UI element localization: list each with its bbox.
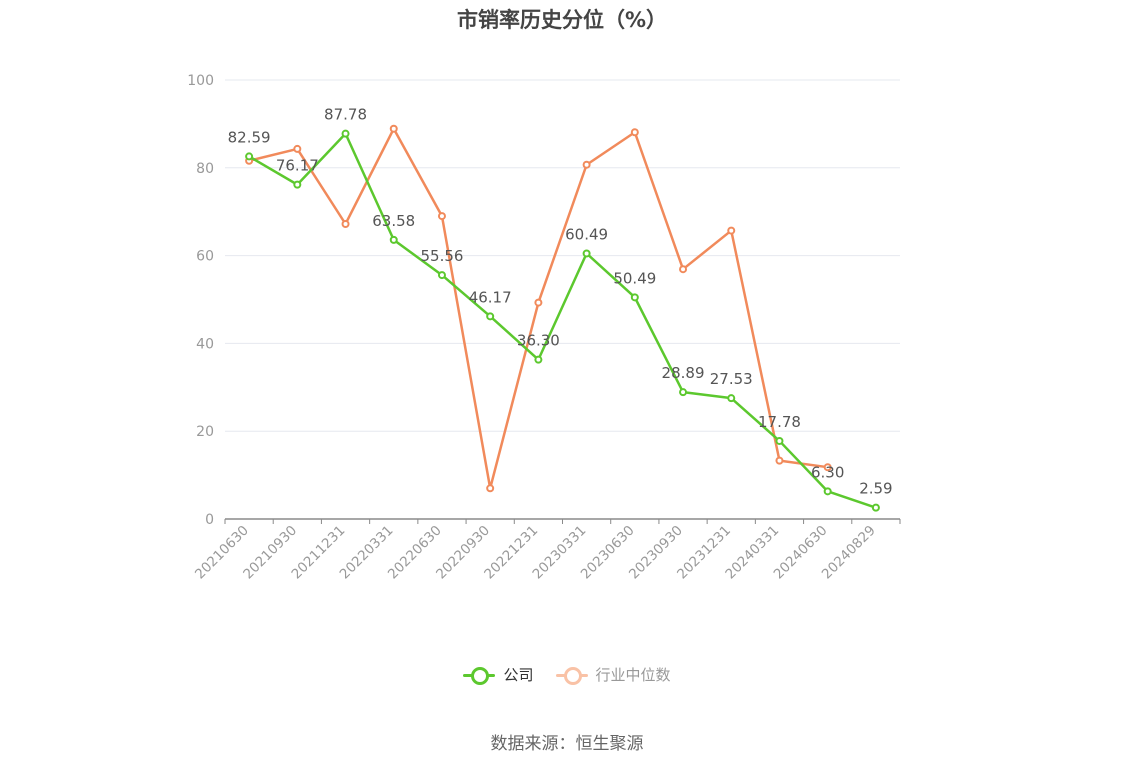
company-data-point [437, 271, 446, 280]
industry-median-data-point [679, 265, 688, 274]
industry-median-data-point [341, 219, 350, 228]
company-data-point [341, 129, 350, 138]
y-tick-label: 60 [196, 249, 214, 265]
company-data-label: 50.49 [613, 269, 656, 287]
industry-median-data-point [823, 463, 832, 472]
company-data-point [727, 394, 736, 403]
company-data-label: 6.30 [811, 463, 844, 481]
data-source-note: 数据来源：恒生聚源 [490, 734, 644, 754]
industry-median-data-point [389, 124, 398, 133]
company-data-label: 87.78 [324, 106, 367, 124]
legend-item-company[interactable]: 公司 [463, 664, 534, 685]
company-series-line [248, 132, 877, 509]
company-data-label: 60.49 [565, 225, 608, 243]
industry-median-data-point [582, 160, 591, 169]
industry-median-data-point [630, 128, 639, 137]
legend-industry-marker-icon [555, 665, 588, 685]
legend-item-industry-median[interactable]: 行业中位数 [555, 664, 671, 685]
legend-company-label: 公司 [503, 666, 534, 684]
line-chart: 0204060801002021063020210930202112312022… [187, 73, 901, 582]
company-data-point [679, 388, 688, 397]
company-data-label: 28.89 [662, 364, 705, 382]
company-data-point [293, 180, 302, 189]
company-data-point [582, 249, 591, 258]
y-tick-label: 100 [187, 73, 214, 89]
company-data-label: 46.17 [469, 288, 512, 306]
company-data-point [775, 436, 784, 445]
chart-title: 市销率历史分位（%） [456, 8, 668, 32]
industry-median-data-point [727, 226, 736, 235]
company-data-label: 76.17 [276, 157, 319, 175]
company-data-label: 17.78 [758, 413, 801, 431]
industry-median-data-point [293, 144, 302, 153]
y-tick-label: 0 [205, 512, 214, 528]
chart-legend: 公司 行业中位数 [0, 664, 1134, 685]
industry-median-data-point [437, 212, 446, 221]
company-data-point [871, 503, 880, 512]
company-data-label: 2.59 [859, 480, 892, 498]
company-data-label: 82.59 [228, 128, 271, 146]
company-data-label: 55.56 [420, 247, 463, 265]
industry-median-data-point [775, 456, 784, 465]
company-data-label: 63.58 [372, 212, 415, 230]
industry-median-data-point [534, 298, 543, 307]
company-data-point [823, 487, 832, 496]
company-data-label: 27.53 [710, 370, 753, 388]
company-data-point [245, 152, 254, 161]
company-data-label: 36.30 [517, 332, 560, 350]
y-tick-label: 40 [196, 336, 214, 352]
legend-industry-label: 行业中位数 [595, 666, 671, 684]
y-tick-label: 80 [196, 161, 214, 177]
company-data-point [486, 312, 495, 321]
legend-company-marker-icon [463, 665, 496, 685]
company-data-point [389, 235, 398, 244]
industry-median-series-line [248, 127, 828, 490]
industry-median-data-point [486, 484, 495, 493]
company-data-point [630, 293, 639, 302]
y-tick-label: 20 [196, 424, 214, 440]
company-data-point [534, 355, 543, 364]
